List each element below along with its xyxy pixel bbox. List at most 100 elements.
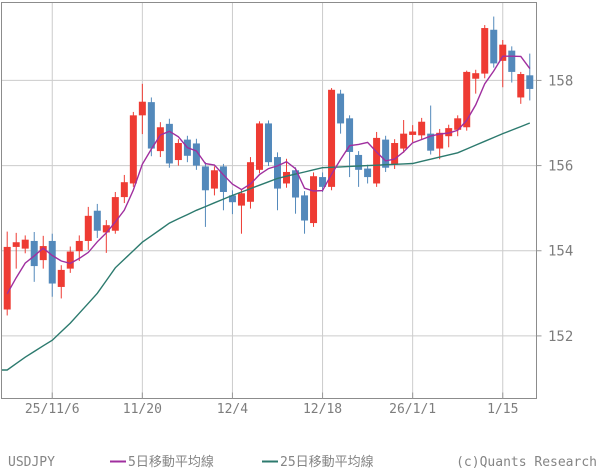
candle-down — [48, 233, 56, 297]
candle-body — [418, 121, 426, 136]
candle-down — [228, 190, 236, 215]
candle-body — [499, 44, 507, 61]
ma25-line — [1, 122, 531, 371]
candle-up — [174, 139, 182, 166]
symbol-label: USDJPY — [8, 455, 55, 470]
candle-body — [210, 170, 218, 189]
candle-body — [120, 182, 128, 198]
candle-body — [472, 73, 480, 79]
candle-up — [481, 25, 489, 79]
candle-body — [445, 128, 453, 137]
candle-down — [264, 120, 272, 167]
gridlines — [1, 2, 537, 399]
candle-body — [481, 28, 489, 74]
candle-body — [355, 154, 363, 170]
candle-body — [409, 131, 417, 135]
candle-up — [129, 111, 137, 187]
x-axis-label: 25/11/6 — [25, 402, 80, 417]
ma5-line — [6, 55, 531, 295]
candle-up — [3, 231, 11, 316]
candle-body — [274, 157, 281, 189]
candle-body — [201, 166, 209, 191]
candle-down — [292, 167, 300, 214]
candle-body — [364, 168, 372, 178]
candle-body — [129, 115, 137, 184]
candle-up — [418, 117, 426, 140]
y-axis-labels: 152 154 156 158 — [548, 73, 573, 344]
candle-up — [102, 220, 110, 253]
candle-up — [237, 189, 245, 234]
candle-up — [517, 71, 525, 104]
candle-body — [508, 50, 516, 72]
candle-up — [499, 39, 507, 88]
x-axis-label: 12/18 — [303, 402, 342, 417]
candle-down — [382, 135, 390, 172]
candle-up — [310, 172, 318, 227]
candle-body — [301, 195, 309, 221]
candle-up — [57, 265, 65, 299]
candle-up — [21, 235, 29, 254]
candle-up — [111, 191, 119, 234]
candle-up — [409, 125, 417, 143]
candle-body — [147, 102, 155, 149]
candle-body — [228, 195, 236, 203]
candle-down — [219, 163, 227, 211]
candle-up — [138, 83, 146, 135]
candle-body — [12, 242, 20, 247]
axis-ticks — [51, 79, 542, 399]
candle-body — [427, 133, 435, 151]
candle-body — [156, 127, 164, 152]
candle-down — [355, 151, 363, 187]
y-axis-label: 156 — [548, 159, 573, 175]
candle-body — [21, 239, 29, 249]
candle-body — [310, 176, 318, 224]
candle-up — [283, 158, 291, 188]
candle-up — [39, 235, 47, 269]
candle-body — [391, 143, 399, 165]
candle-body — [246, 162, 254, 202]
y-axis-label: 158 — [548, 73, 573, 89]
x-axis-label: 12/4 — [217, 402, 248, 417]
candle-body — [337, 93, 345, 124]
candle-body — [346, 118, 354, 152]
candle-down — [490, 16, 498, 68]
candle-body — [192, 143, 200, 166]
candle-body — [490, 29, 498, 64]
y-axis-label: 152 — [548, 329, 573, 345]
candle-body — [328, 89, 336, 187]
candle-down — [274, 152, 281, 211]
candle-body — [39, 246, 47, 261]
candle-down — [165, 118, 173, 168]
candle-up — [210, 166, 218, 196]
candle-body — [111, 197, 119, 231]
candle-body — [93, 210, 101, 231]
candle-body — [75, 240, 83, 252]
candle-body — [526, 75, 534, 89]
candle-body — [30, 240, 38, 267]
copyright: (c)Quants Research — [456, 455, 597, 470]
candle-body — [3, 246, 11, 310]
candle-down — [526, 53, 534, 101]
candle-up — [156, 122, 164, 158]
ma5-legend-label: 5日移動平均線 — [128, 454, 214, 470]
candle-up — [246, 157, 254, 209]
candle-down — [337, 89, 345, 134]
candle-body — [84, 215, 92, 241]
candle-body — [165, 123, 173, 164]
x-axis-label: 11/20 — [123, 402, 162, 417]
x-axis-labels: 25/11/6 11/20 12/4 12/18 26/1/1 1/15 — [25, 402, 519, 417]
candle-body — [66, 251, 74, 269]
candle-down — [192, 138, 200, 170]
candle-body — [292, 170, 300, 198]
candle-down — [319, 172, 327, 192]
candle-up — [12, 232, 20, 269]
candle-body — [237, 193, 245, 206]
candle-body — [138, 101, 146, 116]
x-axis-label: 26/1/1 — [389, 402, 436, 417]
candle-down — [301, 191, 309, 234]
candle-up — [66, 246, 74, 273]
candle-body — [373, 137, 381, 184]
candle-up — [255, 121, 263, 174]
candle-up — [373, 131, 381, 187]
